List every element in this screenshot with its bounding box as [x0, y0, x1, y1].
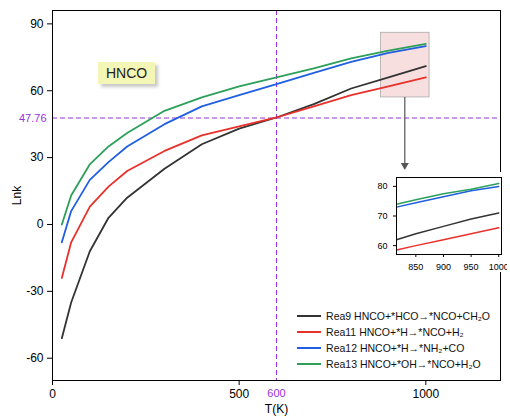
- svg-text:0: 0: [37, 217, 44, 231]
- svg-text:47.76: 47.76: [19, 112, 47, 124]
- html-text:Rea12 HNCO+*H→*NH₂+CO: Rea12 HNCO+*H→*NH₂+CO: [326, 342, 465, 354]
- svg-text:950: 950: [464, 262, 479, 272]
- svg-text:Lnk: Lnk: [10, 185, 24, 205]
- svg-text:500: 500: [229, 387, 249, 401]
- svg-text:90: 90: [30, 17, 44, 31]
- html-text:Rea11 HNCO+*H→*NCO+H₂: Rea11 HNCO+*H→*NCO+H₂: [326, 326, 464, 338]
- html-text:Rea13 HNCO+*OH→*NCO+H₂O: Rea13 HNCO+*OH→*NCO+H₂O: [326, 358, 481, 370]
- svg-text:1000: 1000: [489, 262, 507, 272]
- svg-text:80: 80: [377, 181, 387, 191]
- html-text:Rea9 HNCO+*HCO→*NCO+CH₂O: Rea9 HNCO+*HCO→*NCO+CH₂O: [326, 310, 490, 322]
- svg-text:60: 60: [30, 84, 44, 98]
- svg-text:900: 900: [436, 262, 451, 272]
- svg-text:T(K): T(K): [265, 402, 288, 416]
- svg-text:600: 600: [267, 387, 285, 399]
- svg-text:30: 30: [30, 150, 44, 164]
- html-text:HNCO: HNCO: [106, 65, 148, 81]
- svg-text:70: 70: [377, 211, 387, 221]
- svg-text:-60: -60: [26, 351, 44, 365]
- svg-text:-30: -30: [26, 284, 44, 298]
- svg-text:850: 850: [408, 262, 423, 272]
- svg-text:0: 0: [49, 387, 56, 401]
- svg-text:1000: 1000: [412, 387, 439, 401]
- svg-text:60: 60: [377, 240, 387, 250]
